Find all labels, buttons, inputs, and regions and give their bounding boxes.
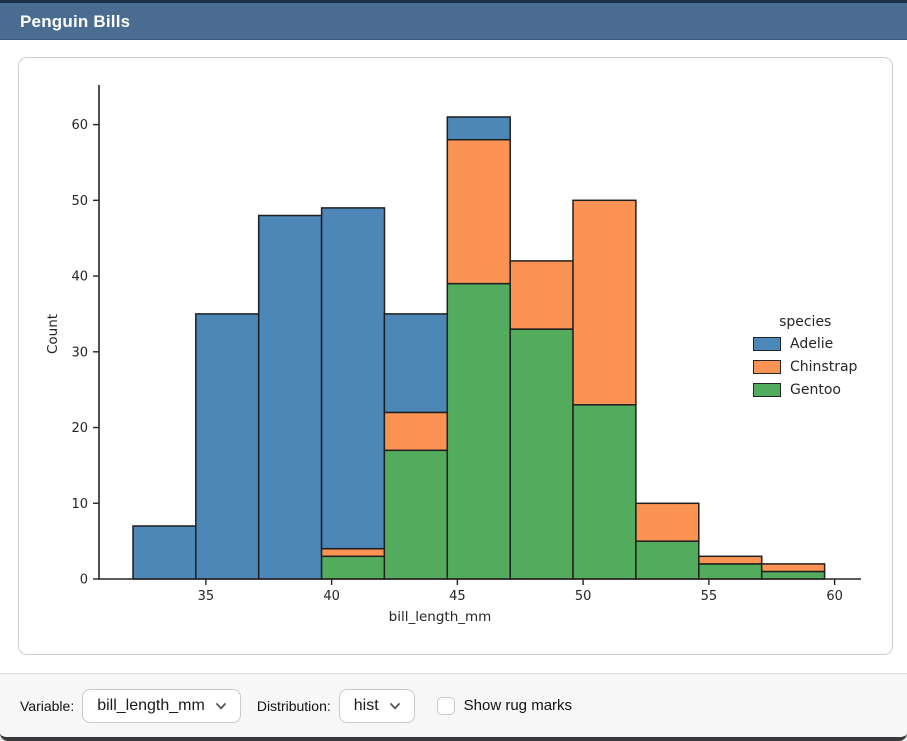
legend-item-adelie: Adelie xyxy=(753,336,857,352)
bar-segment-chinstrap-bin3 xyxy=(320,547,386,558)
bar-segment-adelie-bin4 xyxy=(383,313,449,414)
legend-label-gentoo: Gentoo xyxy=(790,382,841,398)
legend-label-chinstrap: Chinstrap xyxy=(790,359,858,375)
distribution-select-value: hist xyxy=(353,696,379,714)
legend-title: species xyxy=(779,314,832,330)
variable-select[interactable]: bill_length_mm xyxy=(82,688,241,723)
x-tick-label: 60 xyxy=(826,589,843,604)
bar-segment-adelie-bin2 xyxy=(257,214,323,580)
y-tick-label: 60 xyxy=(71,118,88,133)
bar-segment-gentoo-bin6 xyxy=(509,328,574,580)
histogram-chart: 0 10 20 30 40 50 60 35 40 45 50 55 60 bill_length_mm C… xyxy=(45,85,861,625)
y-tick-label: 10 xyxy=(71,497,88,512)
bar-segment-chinstrap-bin10 xyxy=(760,563,826,573)
chart-legend: species Adelie Chinstrap Gentoo xyxy=(753,314,857,405)
bar-segment-chinstrap-bin4 xyxy=(383,411,449,452)
legend-swatch-chinstrap xyxy=(753,360,781,374)
rug-checkbox[interactable] xyxy=(436,696,455,715)
bar-segment-adelie-bin5 xyxy=(446,116,511,141)
legend-item-chinstrap: Chinstrap xyxy=(753,359,857,375)
legend-swatch-gentoo xyxy=(753,383,781,397)
y-tick-label: 30 xyxy=(71,345,88,360)
bar-segment-adelie-bin1 xyxy=(195,313,260,580)
bar-segment-gentoo-bin7 xyxy=(572,404,637,580)
bar-segment-chinstrap-bin7 xyxy=(572,199,637,406)
y-tick-label: 0 xyxy=(80,573,88,588)
bar-segment-adelie-bin0 xyxy=(132,525,197,580)
x-tick-label: 50 xyxy=(575,589,592,604)
x-tick-label: 40 xyxy=(323,589,340,604)
bar-segment-gentoo-bin10 xyxy=(760,570,826,580)
x-axis-label: bill_length_mm xyxy=(389,609,492,625)
variable-select-value: bill_length_mm xyxy=(97,696,205,714)
variable-label: Variable: xyxy=(20,697,75,714)
legend-item-gentoo: Gentoo xyxy=(753,382,857,398)
chart-card: 0 10 20 30 40 50 60 35 40 45 50 55 60 bill_length_mm C… xyxy=(18,57,893,655)
rug-checkbox-label[interactable]: Show rug marks xyxy=(463,697,573,714)
titlebar: Penguin Bills xyxy=(0,0,907,40)
y-tick-label: 40 xyxy=(71,270,88,285)
app-title: Penguin Bills xyxy=(20,11,131,31)
bar-segment-chinstrap-bin9 xyxy=(698,555,763,565)
legend-swatch-adelie xyxy=(753,337,781,351)
footer-controls: Variable: bill_length_mm Distribution: h… xyxy=(0,673,907,737)
x-tick-label: 35 xyxy=(198,589,215,604)
bar-segment-gentoo-bin9 xyxy=(698,563,763,580)
bar-segment-adelie-bin3 xyxy=(320,207,386,550)
x-tick-label: 55 xyxy=(701,589,718,604)
legend-label-adelie: Adelie xyxy=(790,336,834,352)
bar-segment-gentoo-bin3 xyxy=(320,555,386,580)
y-axis-label: Count xyxy=(45,314,61,354)
bar-segment-gentoo-bin4 xyxy=(383,449,449,580)
bar-segment-chinstrap-bin6 xyxy=(509,260,574,330)
bar-segment-chinstrap-bin8 xyxy=(635,502,700,542)
y-tick-label: 20 xyxy=(71,421,88,436)
chevron-down-icon xyxy=(388,699,402,713)
x-tick-label: 45 xyxy=(449,589,466,604)
chevron-down-icon xyxy=(214,699,228,713)
main-content: 0 10 20 30 40 50 60 35 40 45 50 55 60 bill_length_mm C… xyxy=(0,40,907,673)
bar-segment-gentoo-bin8 xyxy=(635,540,700,580)
bar-segment-gentoo-bin5 xyxy=(446,282,511,580)
distribution-label: Distribution: xyxy=(256,697,331,714)
bar-segment-chinstrap-bin5 xyxy=(446,138,511,285)
y-tick-label: 50 xyxy=(71,194,88,209)
distribution-select[interactable]: hist xyxy=(338,688,415,723)
